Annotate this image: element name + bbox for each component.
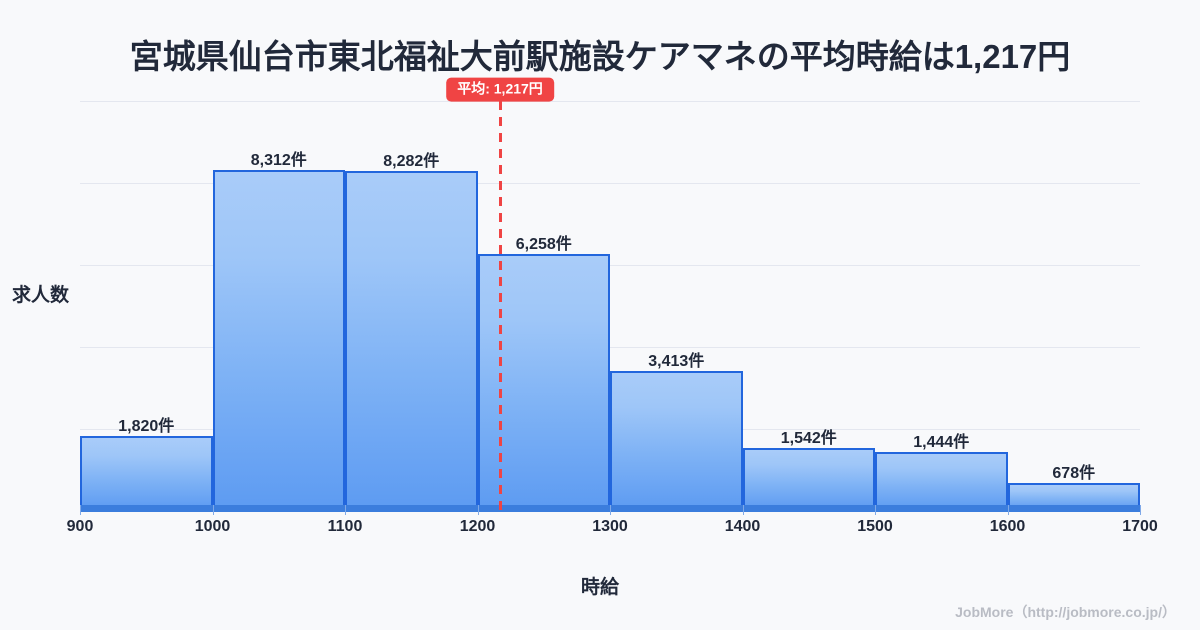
histogram-bar (345, 171, 478, 511)
x-tick-label: 1300 (592, 518, 628, 535)
x-tick-label: 1000 (194, 518, 231, 535)
x-tick-mark (742, 505, 744, 515)
bar-value-label: 6,258件 (515, 236, 572, 254)
histogram-bar (742, 447, 875, 511)
gridline (80, 347, 1140, 348)
x-tick-label: 1600 (989, 518, 1026, 535)
x-tick-label: 900 (66, 518, 94, 535)
x-tick-mark (80, 505, 81, 515)
page-title: 宮城県仙台市東北福祉大前駅施設ケアマネの平均時給は1,217円 (129, 38, 1071, 75)
bar-value-label: 8,312件 (250, 152, 307, 170)
bar-value-label: 1,444件 (913, 433, 970, 451)
gridline (80, 183, 1140, 184)
histogram-bar (875, 451, 1008, 511)
x-tick-mark (477, 505, 479, 515)
x-tick-mark (610, 505, 611, 515)
bar-value-label: 3,413件 (648, 353, 705, 371)
y-axis-title: 求人数 (12, 285, 70, 306)
x-tick-label: 1500 (857, 518, 893, 535)
bar-value-label: 8,282件 (383, 153, 440, 171)
average-line (498, 101, 502, 511)
watermark-label: JobMore（http://jobmore.co.jp/） (955, 604, 1176, 620)
gridline (80, 101, 1140, 102)
x-tick-label: 1400 (724, 518, 761, 535)
histogram-bar (610, 371, 743, 511)
x-tick-label: 1100 (327, 518, 363, 535)
x-tick-mark (345, 505, 346, 515)
x-axis-title: 時給 (580, 577, 619, 598)
histogram-bar (80, 436, 213, 511)
x-tick-mark (212, 505, 214, 515)
bar-value-label: 1,542件 (780, 429, 837, 447)
gridline (80, 265, 1140, 266)
x-tick-label: 1200 (459, 518, 496, 535)
bar-value-label: 678件 (1052, 465, 1096, 483)
histogram-bar (477, 254, 610, 511)
average-badge: 平均: 1,217円 (446, 77, 554, 102)
x-tick-mark (1140, 505, 1141, 515)
x-tick-label: 1700 (1122, 518, 1158, 535)
histogram-bar (212, 170, 345, 511)
x-tick-mark (1007, 505, 1009, 515)
x-tick-mark (875, 505, 876, 515)
bar-value-label: 1,820件 (118, 418, 175, 436)
